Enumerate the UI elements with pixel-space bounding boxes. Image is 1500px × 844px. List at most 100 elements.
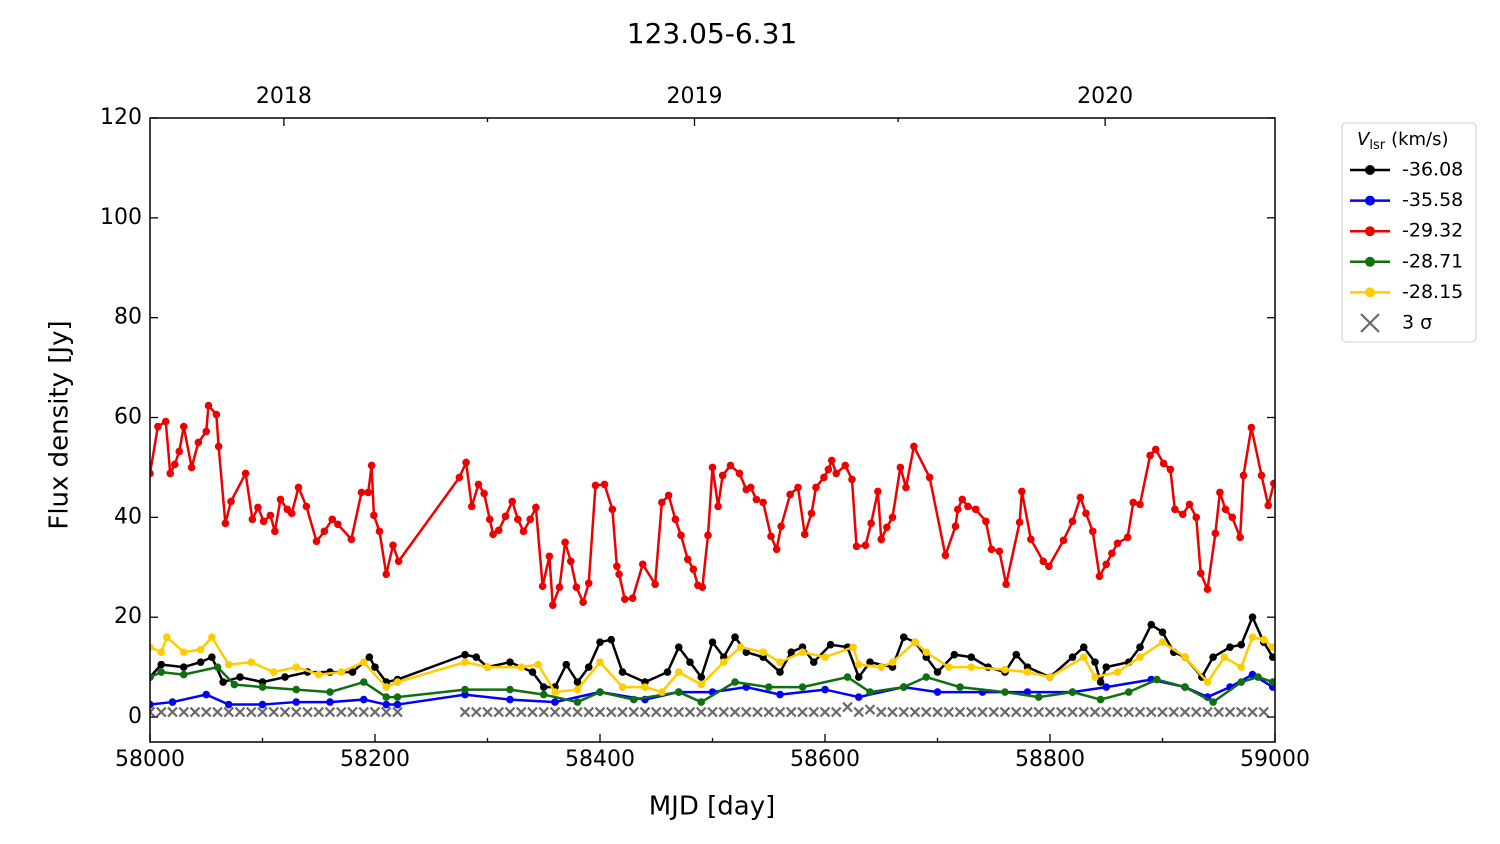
data-point bbox=[548, 601, 557, 610]
cross-marker bbox=[527, 706, 538, 718]
data-point bbox=[227, 497, 235, 506]
data-point bbox=[956, 683, 964, 691]
cross-marker bbox=[268, 706, 280, 718]
data-point bbox=[382, 693, 391, 701]
cross-marker bbox=[493, 706, 505, 718]
series-line bbox=[150, 665, 1274, 704]
cross-marker bbox=[785, 706, 797, 718]
data-point bbox=[208, 633, 216, 641]
data-point bbox=[866, 688, 874, 696]
y-tick-label: 120 bbox=[100, 105, 142, 130]
data-point bbox=[1068, 688, 1077, 696]
data-point bbox=[248, 515, 257, 524]
legend-label: -36.08 bbox=[1402, 159, 1463, 181]
cross-marker bbox=[302, 706, 313, 718]
data-point bbox=[800, 530, 809, 539]
cross-marker bbox=[313, 706, 325, 718]
cross-marker bbox=[932, 706, 943, 718]
data-point bbox=[221, 519, 230, 528]
cross-marker bbox=[1190, 706, 1202, 718]
cross-marker bbox=[842, 701, 853, 713]
data-point bbox=[573, 685, 582, 694]
cross-marker bbox=[673, 706, 685, 718]
data-point bbox=[1018, 487, 1026, 496]
data-point bbox=[683, 555, 692, 564]
cross-marker bbox=[515, 706, 527, 718]
data-point bbox=[826, 640, 835, 649]
data-point bbox=[618, 668, 627, 676]
cross-marker bbox=[583, 706, 595, 718]
data-point bbox=[1034, 693, 1043, 701]
data-point bbox=[538, 582, 547, 591]
data-point bbox=[911, 638, 919, 646]
data-point bbox=[483, 663, 492, 671]
chart-title: 123.05-6.31 bbox=[627, 17, 797, 50]
cross-marker bbox=[1360, 313, 1380, 333]
cross-marker bbox=[1235, 706, 1247, 718]
data-point bbox=[326, 688, 334, 696]
data-point bbox=[276, 495, 285, 504]
data-point bbox=[1268, 678, 1275, 686]
data-point bbox=[861, 541, 870, 550]
data-point bbox=[1151, 445, 1160, 454]
data-point bbox=[1102, 560, 1111, 569]
data-point bbox=[1082, 509, 1090, 518]
data-point bbox=[1178, 510, 1187, 519]
data-point bbox=[1001, 665, 1009, 674]
cross-marker bbox=[155, 706, 167, 718]
data-point bbox=[1124, 688, 1133, 696]
data-point bbox=[812, 483, 820, 492]
data-point bbox=[697, 698, 706, 706]
data-point bbox=[572, 583, 581, 592]
cross-marker bbox=[898, 706, 910, 718]
cross-marker bbox=[605, 706, 617, 718]
y-tick-label: 20 bbox=[114, 604, 142, 629]
data-point bbox=[1002, 580, 1010, 589]
data-point bbox=[389, 541, 397, 550]
data-point bbox=[596, 658, 604, 666]
data-point bbox=[1023, 668, 1032, 676]
data-point bbox=[832, 469, 841, 478]
data-point bbox=[899, 683, 908, 691]
data-point bbox=[718, 471, 727, 480]
data-point bbox=[382, 700, 391, 709]
cross-marker bbox=[549, 706, 561, 718]
data-point bbox=[462, 458, 470, 467]
data-point bbox=[230, 680, 239, 689]
cross-marker bbox=[150, 706, 156, 718]
cross-marker bbox=[1202, 706, 1213, 718]
cross-marker bbox=[707, 706, 718, 718]
data-point bbox=[224, 660, 233, 669]
data-point bbox=[1221, 505, 1230, 514]
data-point bbox=[1239, 471, 1248, 480]
data-point bbox=[967, 663, 976, 671]
legend-box bbox=[1341, 122, 1477, 343]
data-point bbox=[902, 483, 910, 492]
data-point bbox=[1102, 663, 1111, 671]
data-point bbox=[1113, 539, 1122, 548]
data-point bbox=[1076, 493, 1085, 502]
data-point bbox=[1254, 673, 1262, 681]
data-point bbox=[375, 527, 384, 536]
data-point bbox=[514, 515, 522, 524]
data-point bbox=[1136, 653, 1144, 661]
cross-marker bbox=[167, 706, 178, 718]
data-point bbox=[596, 688, 604, 696]
data-point bbox=[314, 670, 323, 679]
data-point bbox=[708, 638, 717, 646]
cross-marker bbox=[853, 706, 865, 718]
data-point bbox=[877, 535, 886, 544]
data-point bbox=[746, 483, 755, 492]
cross-marker bbox=[1078, 706, 1090, 718]
data-point bbox=[677, 531, 685, 540]
data-point bbox=[382, 570, 391, 579]
data-point bbox=[674, 643, 683, 651]
data-point bbox=[561, 538, 569, 547]
data-point bbox=[573, 678, 582, 686]
data-point bbox=[941, 551, 950, 560]
cross-marker bbox=[628, 706, 640, 718]
data-point bbox=[359, 695, 368, 704]
data-point bbox=[841, 461, 850, 470]
data-point bbox=[1136, 500, 1144, 509]
